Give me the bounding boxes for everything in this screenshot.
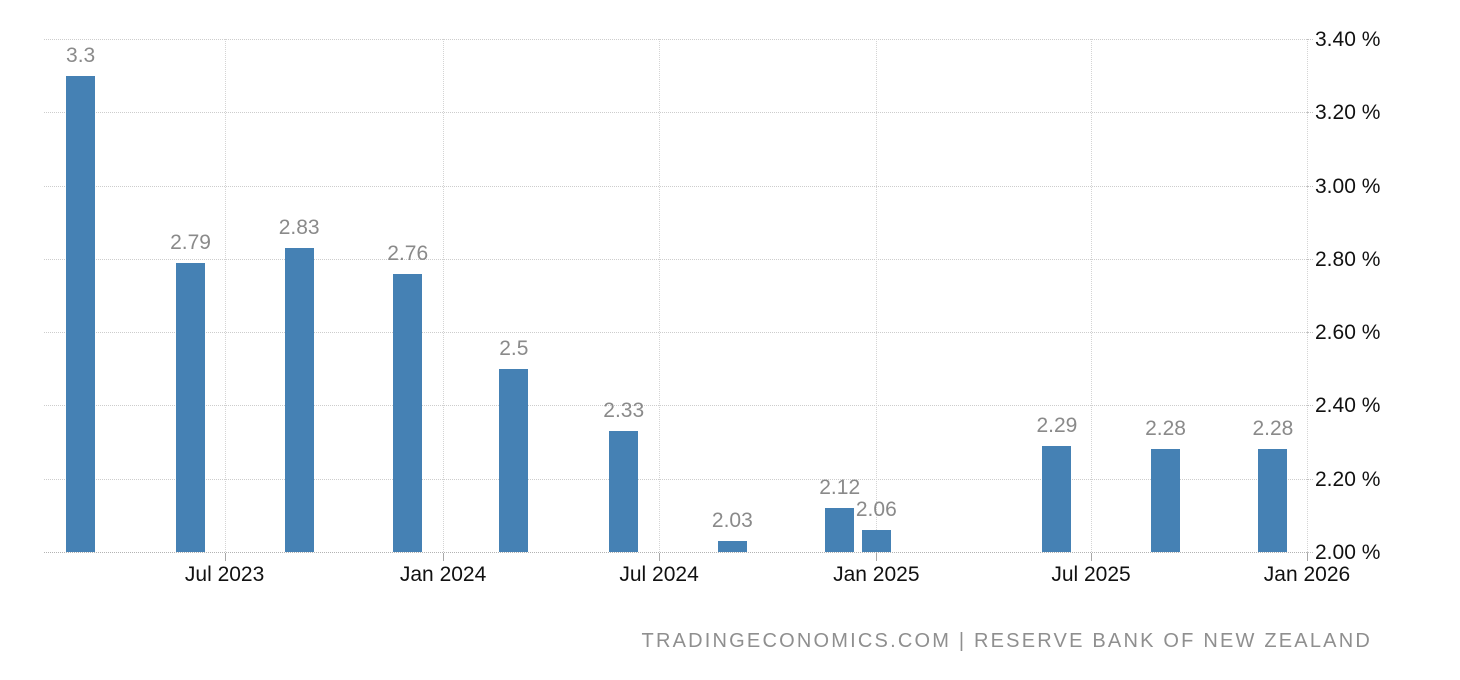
y-axis-tick: [1307, 332, 1313, 334]
x-axis-tick-label: Jan 2026: [1263, 563, 1351, 586]
h-gridline: [44, 112, 1307, 114]
bar[interactable]: [861, 530, 891, 552]
bar-value-label: 2.83: [278, 215, 320, 239]
y-axis-tick: [1307, 185, 1313, 187]
y-axis-tick: [1307, 258, 1313, 260]
v-gridline: [224, 39, 226, 552]
bar-value-label: 2.12: [819, 476, 861, 500]
x-axis-tick-label: Jan 2024: [399, 563, 487, 586]
y-axis-tick-label: 3.20 %: [1315, 101, 1381, 125]
y-axis-tick-label: 2.20 %: [1315, 467, 1381, 491]
bar[interactable]: [717, 541, 747, 552]
bar-value-label: 2.33: [603, 399, 645, 423]
y-axis-tick-label: 2.40 %: [1315, 394, 1381, 418]
h-gridline: [44, 39, 1307, 40]
h-gridline: [44, 552, 1307, 553]
y-axis-tick-label: 2.60 %: [1315, 321, 1381, 345]
v-gridline: [1091, 39, 1093, 552]
y-axis-tick-label: 2.00 %: [1315, 541, 1381, 564]
bar-value-label: 2.28: [1252, 417, 1294, 441]
bar-value-label: 2.28: [1145, 417, 1186, 441]
y-axis-tick-label: 2.80 %: [1315, 247, 1381, 271]
y-axis-tick: [1307, 112, 1313, 114]
y-axis-tick-label: 3.00 %: [1315, 174, 1381, 198]
chart-plot-area: 3.3 2.79 2.83 2.76 2.5 2.33 2.03 2.12 2.06 2.29 2.…: [44, 39, 1308, 553]
h-gridline: [44, 258, 1307, 260]
bar[interactable]: [66, 75, 96, 552]
x-axis-tick: [1091, 553, 1093, 561]
bar-value-label: 2.5: [499, 336, 529, 360]
v-gridline: [443, 39, 445, 552]
y-axis-tick: [1307, 552, 1313, 553]
v-gridline: [876, 39, 878, 552]
x-axis-tick-label: Jan 2025: [833, 563, 920, 586]
source-attribution: TRADINGECONOMICS.COM | RESERVE BANK OF N…: [641, 630, 1372, 652]
bar-value-label: 2.06: [855, 498, 897, 521]
bar-value-label: 2.76: [387, 241, 429, 265]
h-gridline: [44, 478, 1307, 480]
x-axis-tick: [1307, 553, 1308, 561]
bar-value-label: 3.3: [66, 43, 96, 67]
bar-value-label: 2.79: [170, 230, 211, 254]
v-gridline: [1307, 39, 1308, 552]
bar[interactable]: [393, 273, 423, 552]
bar-value-label: 2.29: [1036, 413, 1078, 437]
x-axis-tick-label: Jul 2024: [619, 563, 699, 586]
x-axis-tick-label: Jul 2025: [1051, 563, 1131, 586]
x-axis-tick: [659, 553, 661, 561]
h-gridline: [44, 332, 1307, 334]
bar[interactable]: [284, 247, 314, 552]
bar[interactable]: [499, 368, 529, 552]
bar[interactable]: [1258, 449, 1288, 552]
y-axis-tick: [1307, 39, 1313, 40]
h-gridline: [44, 185, 1307, 187]
bar-value-label: 2.03: [711, 509, 753, 532]
y-axis-tick-label: 3.40 %: [1315, 28, 1381, 51]
x-axis-tick-label: Jul 2023: [184, 563, 265, 586]
bar[interactable]: [609, 431, 639, 552]
h-gridline: [44, 405, 1307, 407]
bar[interactable]: [1042, 445, 1072, 552]
bar[interactable]: [825, 508, 855, 552]
v-gridline: [659, 39, 661, 552]
x-axis-tick: [876, 553, 878, 561]
bar[interactable]: [1151, 449, 1181, 552]
bar[interactable]: [176, 262, 205, 552]
x-axis-tick: [443, 553, 445, 561]
y-axis-tick: [1307, 405, 1313, 407]
y-axis-tick: [1307, 478, 1313, 480]
x-axis-tick: [224, 553, 226, 561]
